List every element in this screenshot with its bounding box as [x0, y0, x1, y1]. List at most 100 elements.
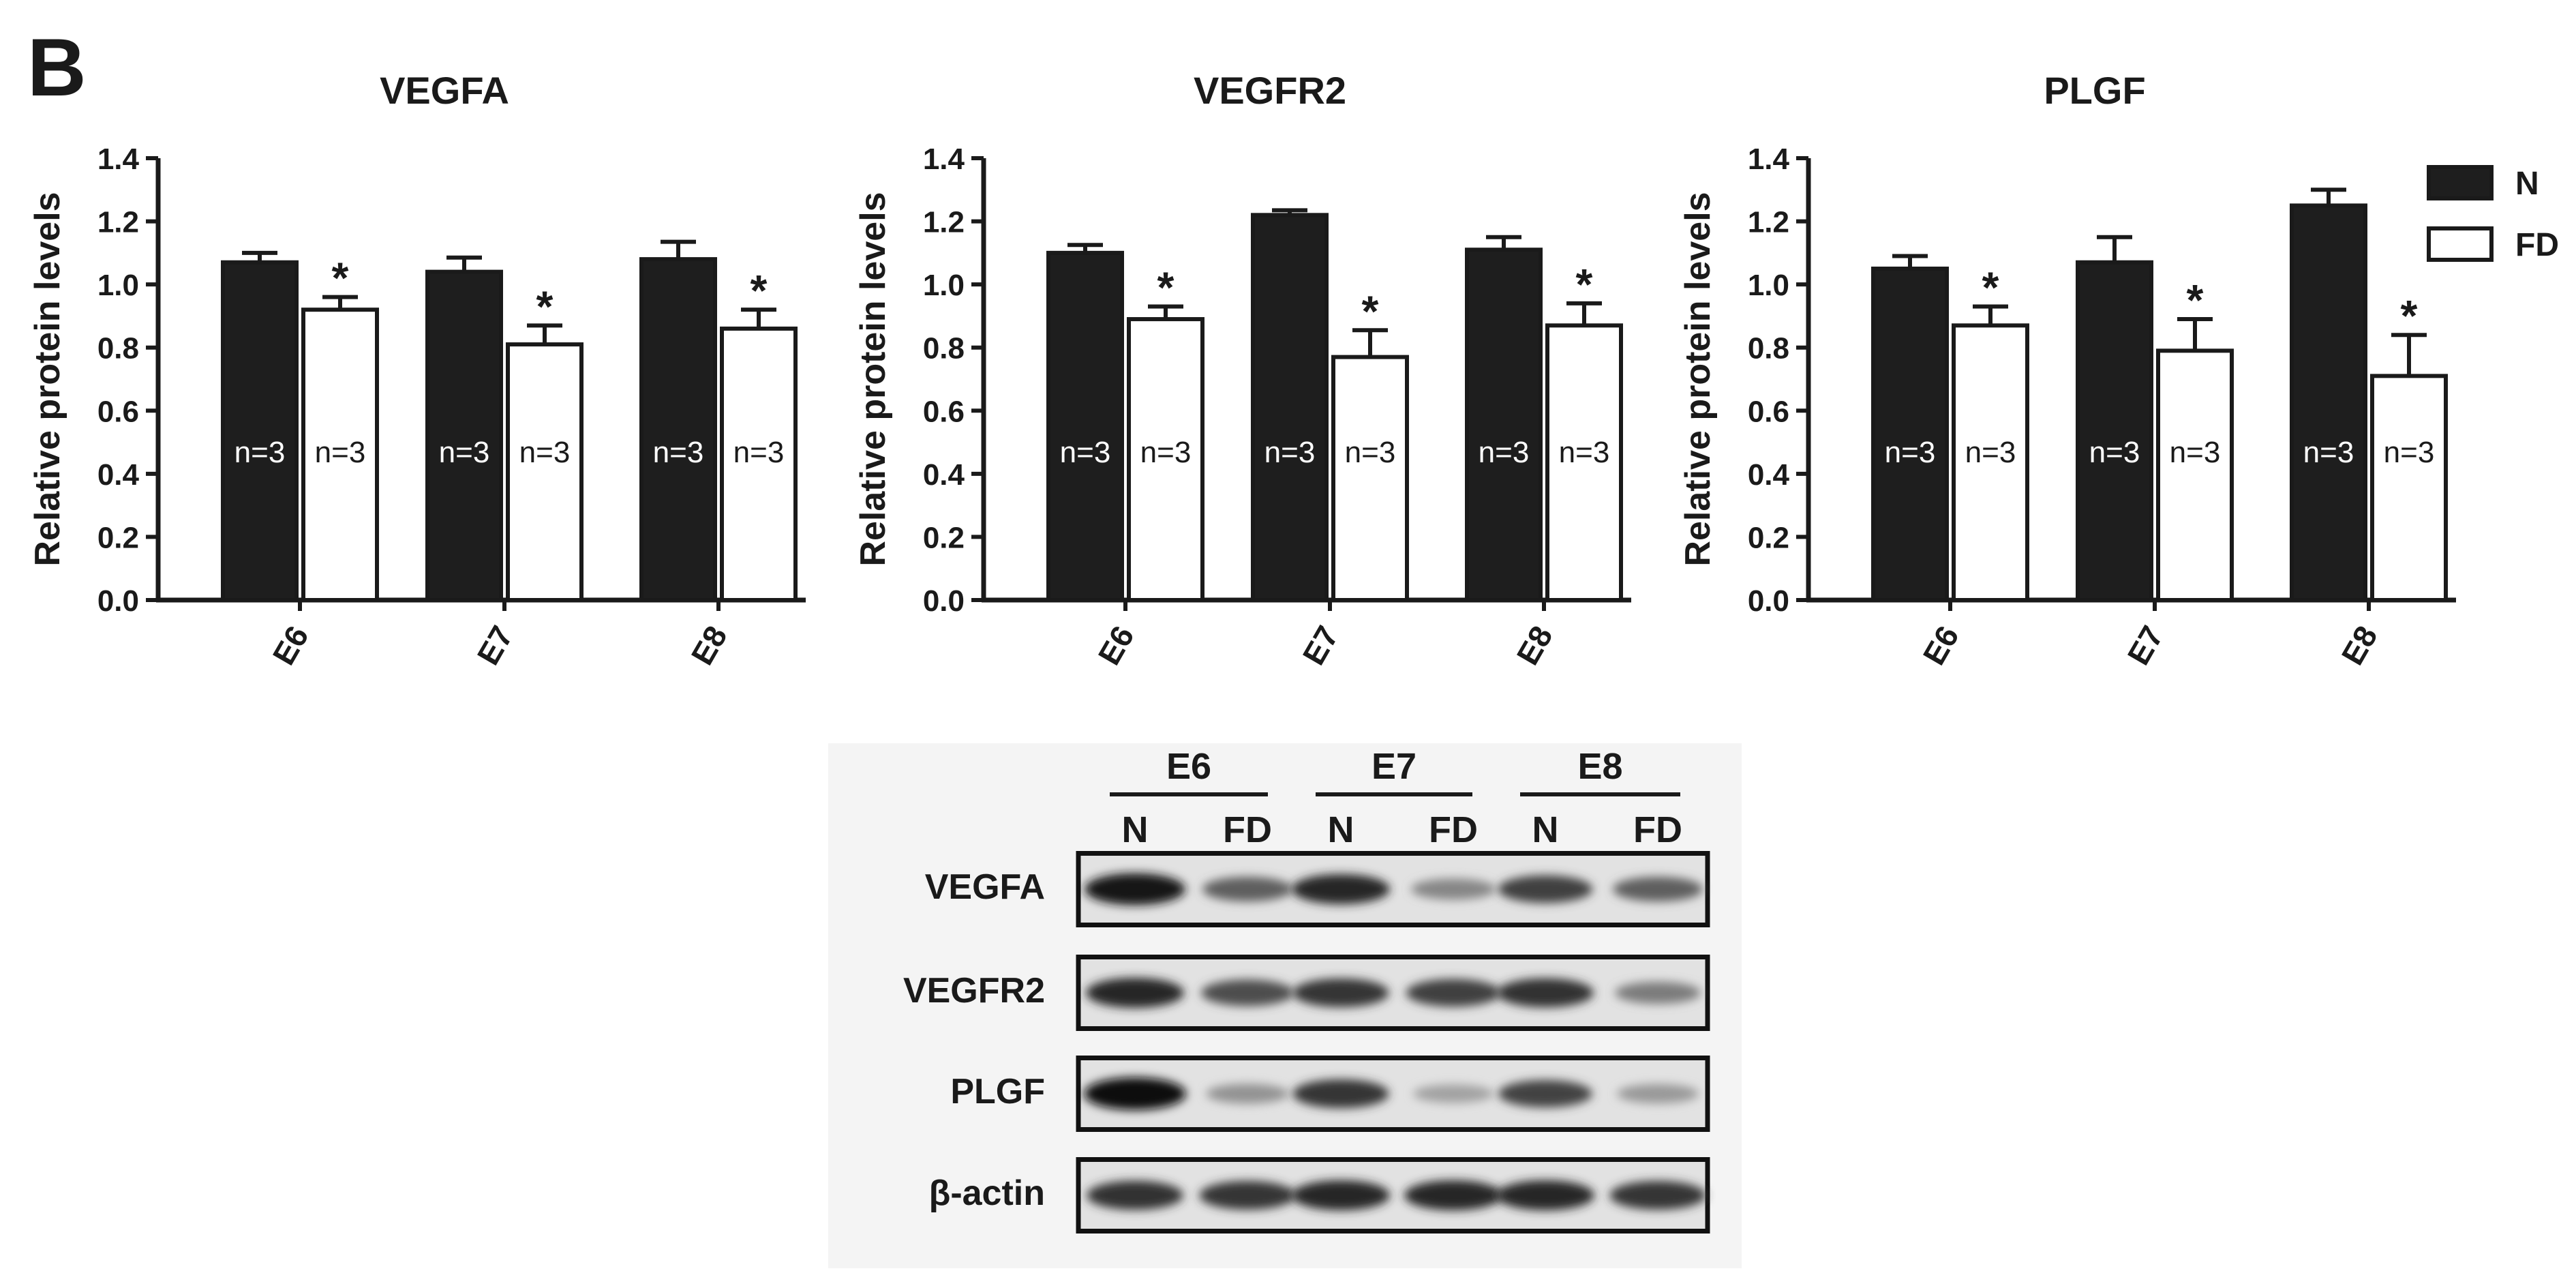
- x-tick-label: E8: [2334, 620, 2384, 671]
- blot-band: [1201, 979, 1294, 1006]
- blot-lane-label: FD: [1429, 809, 1478, 850]
- blot-band: [1292, 1180, 1390, 1211]
- legend-swatch-fd: [2427, 226, 2494, 262]
- significance-star: *: [2401, 291, 2418, 340]
- bar-n-label: n=3: [1345, 436, 1396, 469]
- significance-star: *: [1157, 263, 1175, 312]
- bar-n-label: n=3: [1965, 436, 2016, 469]
- blot-band: [1202, 876, 1292, 902]
- blot-band: [1087, 1180, 1183, 1210]
- blot-band: [1292, 873, 1390, 905]
- blot-lane-label: FD: [1223, 809, 1272, 850]
- y-tick-label: 0.8: [97, 332, 139, 365]
- y-tick-label: 0.0: [97, 584, 139, 618]
- y-tick-label: 0.2: [923, 521, 965, 554]
- blot-band: [1084, 1077, 1186, 1110]
- y-tick-label: 1.2: [923, 206, 965, 239]
- blot-band: [1609, 1180, 1706, 1210]
- blot-band: [1206, 1083, 1289, 1104]
- x-tick-label: E7: [470, 620, 519, 671]
- bar-n-label: n=3: [653, 436, 704, 469]
- blot-band: [1085, 873, 1185, 906]
- x-tick-label: E6: [1091, 620, 1140, 671]
- y-tick-label: 0.6: [97, 395, 139, 428]
- western-blot: E6 E7 E8 N FD N FD N FD VEGFA VEGFR2 PLGF β-actin: [828, 743, 1742, 1268]
- blot-row-label: VEGFA: [925, 867, 1045, 907]
- bar-n-e8: [639, 257, 717, 602]
- y-tick-label: 0.2: [1748, 521, 1789, 554]
- blot-band: [1615, 981, 1701, 1004]
- blot-band: [1406, 978, 1501, 1007]
- blot-lane-label: N: [1122, 809, 1149, 850]
- blot-row-label: VEGFR2: [903, 971, 1045, 1011]
- bar-n-label: n=3: [733, 436, 785, 469]
- bar-fd-e7: [2156, 348, 2234, 602]
- x-tick-label: E6: [265, 620, 315, 671]
- chart-vegfa: VEGFA Relative protein levels 0.0 0.2 0.4 0.6…: [28, 69, 806, 671]
- bar-fd-e6: [1952, 323, 2029, 602]
- y-tick-label: 0.6: [923, 395, 965, 428]
- y-tick-label: 1.4: [1748, 143, 1790, 176]
- bar-n-label: n=3: [2384, 436, 2435, 469]
- y-tick-label: 0.6: [1748, 395, 1789, 428]
- y-tick-label: 0.4: [97, 458, 140, 492]
- bar-charts: VEGFA Relative protein levels 0.0 0.2 0.4 0.6…: [28, 69, 2559, 671]
- x-tick-label: E7: [2120, 620, 2170, 671]
- bar-fd-e8: [2370, 374, 2448, 602]
- bar-fd-e7: [1331, 355, 1409, 602]
- bar-n-label: n=3: [1885, 436, 1936, 469]
- blot-lane-label: N: [1532, 809, 1559, 850]
- blot-band: [1292, 978, 1389, 1008]
- y-tick-label: 1.4: [97, 143, 140, 176]
- blot-lane-label: FD: [1633, 809, 1682, 850]
- legend-label-fd: FD: [2515, 227, 2559, 263]
- y-tick-label: 0.2: [97, 521, 139, 554]
- blot-band: [1292, 1079, 1389, 1109]
- y-tick-label: 1.2: [1748, 206, 1789, 239]
- y-tick-label: 1.0: [923, 269, 965, 302]
- y-axis-label: Relative protein levels: [853, 192, 893, 566]
- bar-n-label: n=3: [2303, 436, 2354, 469]
- bar-n-e6: [1046, 250, 1124, 602]
- y-tick-label: 0.8: [1748, 332, 1789, 365]
- bar-fd-e8: [1545, 323, 1623, 602]
- blot-group-label: E7: [1372, 746, 1416, 787]
- bar-n-label: n=3: [1559, 436, 1610, 469]
- blot-band: [1199, 1180, 1296, 1210]
- y-tick-label: 0.4: [1748, 458, 1790, 492]
- y-tick-label: 0.4: [923, 458, 965, 492]
- significance-star: *: [1362, 286, 1379, 335]
- x-tick-label: E8: [1509, 620, 1559, 671]
- blot-band: [1497, 978, 1594, 1008]
- bar-n-e6: [1871, 267, 1949, 602]
- significance-star: *: [536, 282, 554, 331]
- bar-n-e7: [1251, 213, 1329, 603]
- y-tick-label: 1.0: [1748, 269, 1789, 302]
- chart-title: VEGFA: [380, 69, 509, 112]
- x-tick-label: E8: [684, 620, 733, 671]
- blot-band: [1496, 1180, 1594, 1211]
- chart-title: VEGFR2: [1194, 69, 1346, 112]
- significance-star: *: [1576, 260, 1593, 309]
- bar-fd-e6: [1127, 317, 1204, 602]
- bar-n-e7: [2076, 260, 2153, 602]
- bar-n-e7: [425, 269, 503, 602]
- significance-star: *: [2187, 275, 2204, 325]
- bar-n-label: n=3: [1264, 436, 1316, 469]
- legend-swatch-n: [2427, 165, 2494, 200]
- blot-band: [1086, 977, 1184, 1008]
- y-tick-label: 1.2: [97, 206, 139, 239]
- chart-vegfr2: VEGFR2 Relative protein levels 0.0 0.2 0.4 0.…: [853, 69, 1631, 671]
- blot-row-label: PLGF: [950, 1072, 1045, 1111]
- x-tick-label: E6: [1915, 620, 1965, 671]
- x-tick-label: E7: [1295, 620, 1345, 671]
- blot-band: [1498, 1079, 1592, 1108]
- bar-n-label: n=3: [315, 436, 366, 469]
- y-tick-label: 0.0: [923, 584, 965, 618]
- y-tick-label: 0.8: [923, 332, 965, 365]
- blot-lane-label: N: [1328, 809, 1354, 850]
- bar-n-e8: [2290, 203, 2367, 602]
- bar-n-e6: [221, 260, 299, 602]
- blot-band: [1413, 1084, 1494, 1103]
